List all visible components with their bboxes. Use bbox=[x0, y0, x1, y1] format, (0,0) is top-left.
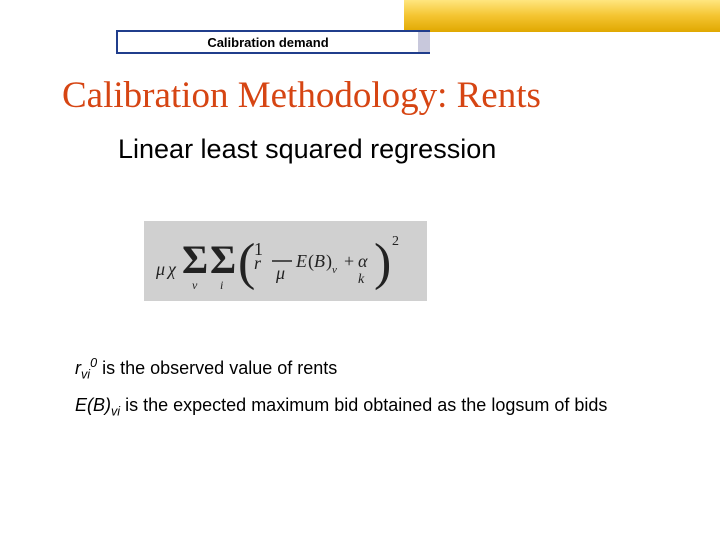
tab-label: Calibration demand bbox=[207, 35, 328, 50]
def-r-text: is the observed value of rents bbox=[97, 358, 337, 378]
formula-image: μ χ Σ v Σ i ( r 1 μ E ( B ) v + α k ) 2 bbox=[144, 221, 427, 301]
slide-subtitle: Linear least squared regression bbox=[118, 134, 496, 165]
formula-content: μ χ Σ v Σ i ( r 1 μ E ( B ) v + α k ) 2 bbox=[154, 227, 417, 295]
tab-bar-cap bbox=[418, 30, 430, 54]
formula-sigma-outer: Σ bbox=[182, 237, 208, 282]
def-eb-text: is the expected maximum bid obtained as … bbox=[120, 395, 607, 415]
banner-gradient bbox=[404, 0, 720, 32]
formula-exponent: 2 bbox=[392, 234, 399, 249]
definition-eb: E(B)vi is the expected maximum bid obtai… bbox=[75, 395, 607, 419]
formula-k: k bbox=[358, 272, 365, 287]
formula-mu-left: μ bbox=[155, 259, 165, 279]
def-eb-symbol: E(B) bbox=[75, 395, 111, 415]
formula-chi: χ bbox=[166, 259, 177, 279]
formula-frac-num: 1 bbox=[254, 239, 263, 259]
slide-title: Calibration Methodology: Rents bbox=[62, 74, 541, 117]
formula-plus: + bbox=[344, 251, 354, 271]
def-eb-sub: vi bbox=[111, 405, 120, 419]
formula-mu-frac: μ bbox=[275, 263, 285, 283]
formula-svg: μ χ Σ v Σ i ( r 1 μ E ( B ) v + α k ) 2 bbox=[154, 227, 417, 295]
formula-alpha: α bbox=[358, 251, 368, 271]
def-r-sub: vi bbox=[81, 368, 90, 382]
formula-eb-sub: v bbox=[332, 264, 337, 276]
formula-sigma-outer-sub: v bbox=[192, 278, 198, 292]
definition-r: rvi0 is the observed value of rents bbox=[75, 356, 337, 382]
formula-sigma-inner: Σ bbox=[210, 237, 236, 282]
formula-eb-b: B bbox=[314, 251, 325, 271]
formula-sigma-inner-sub: i bbox=[220, 278, 223, 292]
formula-paren-close: ) bbox=[374, 234, 391, 291]
tab-bar: Calibration demand bbox=[116, 30, 420, 54]
formula-eb-e: E bbox=[295, 251, 307, 271]
formula-paren-open: ( bbox=[238, 234, 255, 291]
